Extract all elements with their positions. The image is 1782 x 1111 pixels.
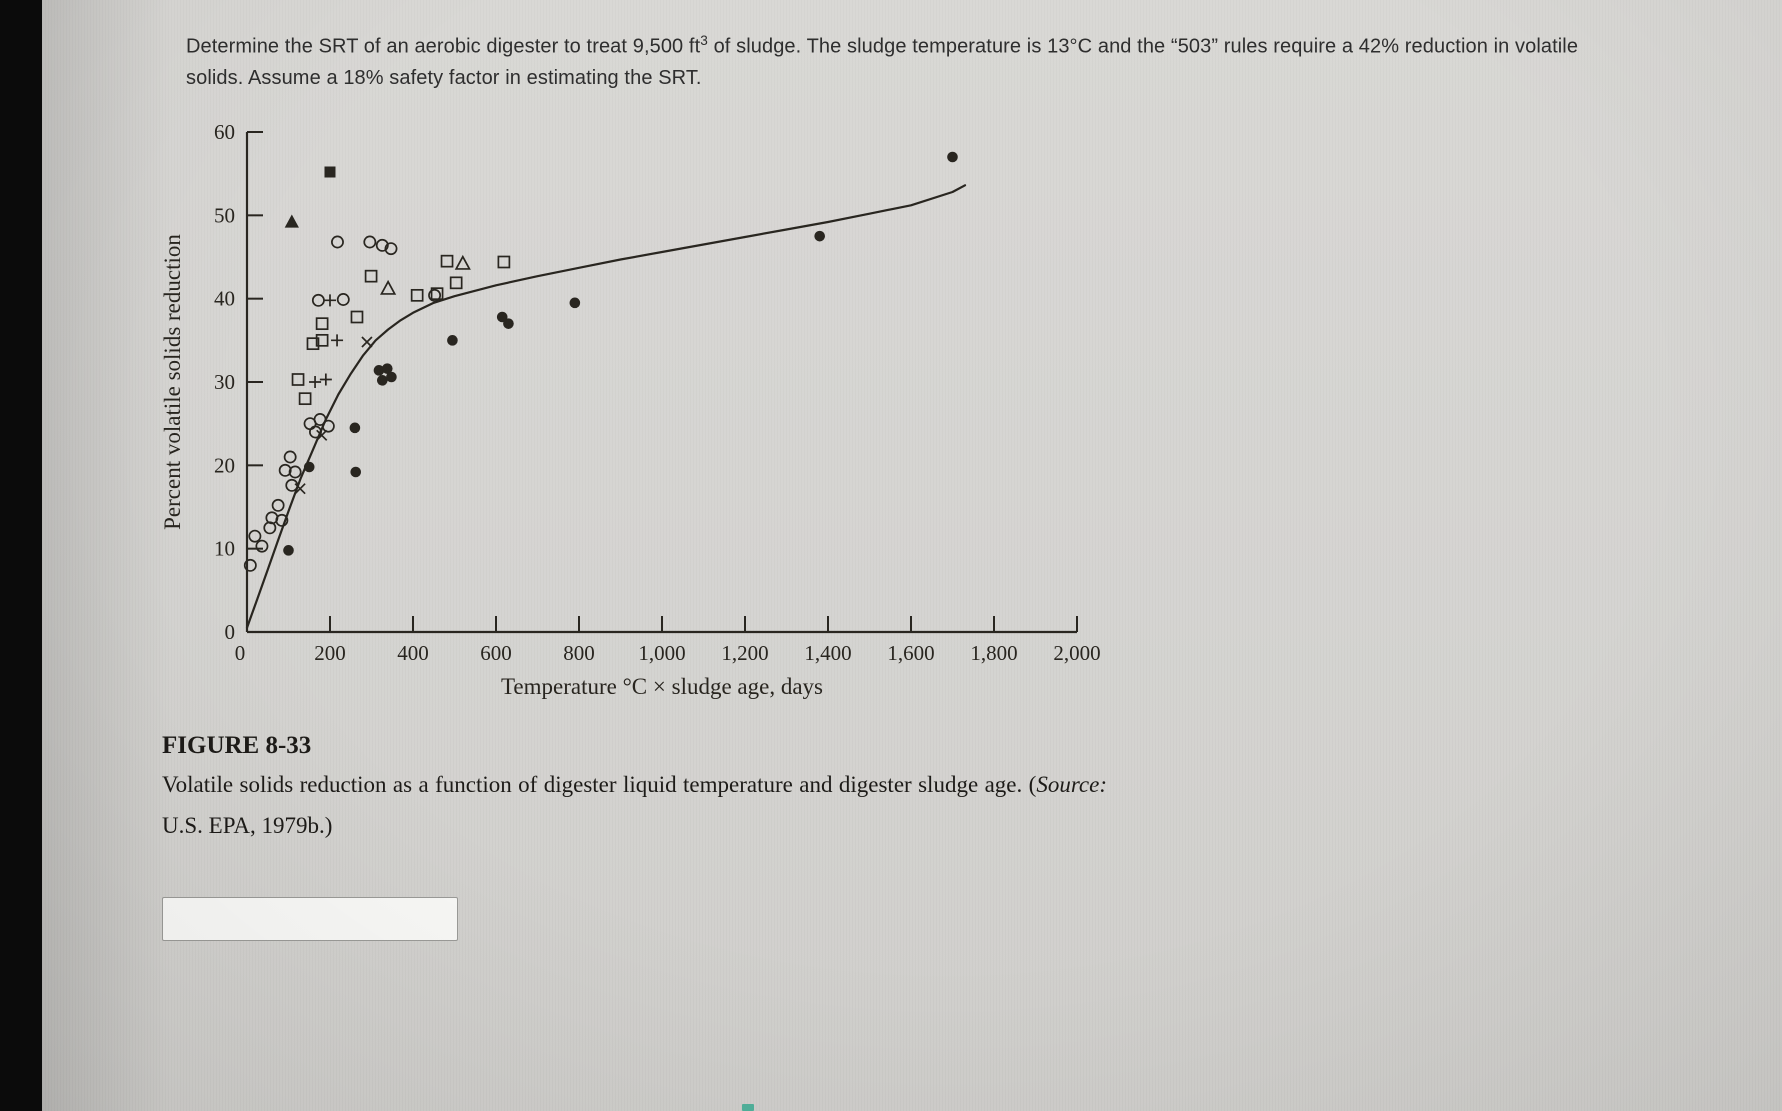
marker-square-open [306, 337, 320, 351]
marker-circle-filled [496, 311, 508, 323]
x-tick-label: 600 [480, 641, 512, 665]
marker-circle-open [288, 465, 302, 479]
marker-circle-open [283, 450, 297, 464]
marker-circle-open [248, 529, 262, 543]
marker-circle-filled [569, 297, 581, 309]
marker-circle-filled [814, 230, 825, 242]
y-tick-label: 0 [225, 620, 236, 644]
marker-circle-filled [947, 151, 958, 163]
x-tick-label: 2,000 [1053, 641, 1100, 665]
marker-circle-filled [386, 371, 397, 383]
marker-circle-open [363, 235, 377, 249]
marker-plus [331, 334, 344, 347]
answer-input[interactable] [162, 897, 458, 941]
marker-circle-open [375, 238, 389, 252]
marker-square-open [315, 317, 329, 331]
marker-square-open [298, 392, 312, 406]
marker-circle-open [321, 419, 335, 433]
x-tick-label: 1,400 [804, 641, 851, 665]
x-tick-label: 200 [314, 641, 346, 665]
problem-text-end: of sludge. The sludge temperature is 13°… [186, 35, 1579, 89]
problem-statement: Determine the SRT of an aerobic digester… [186, 30, 1626, 94]
y-axis-label: Percent volatile solids reduction [160, 234, 185, 530]
trend-curve [245, 184, 967, 629]
marker-square-open [350, 310, 364, 324]
marker-square-open [364, 269, 378, 283]
y-tick-label: 10 [214, 537, 235, 561]
marker-circle-open [278, 463, 292, 477]
x-axis-label: Temperature °C × sludge age, days [501, 674, 823, 699]
marker-plus [324, 294, 336, 307]
marker-circle-filled [373, 365, 385, 376]
x-tick-label: 1,000 [638, 641, 685, 665]
x-tick-label: 400 [397, 641, 429, 665]
marker-square-open [315, 333, 329, 347]
marker-circle-open [271, 498, 285, 512]
left-black-bar [0, 0, 42, 1111]
caption-text-end: U.S. EPA, 1979b.) [162, 813, 333, 839]
marker-circle-open [263, 521, 277, 535]
x-tick-label: 1,800 [970, 641, 1017, 665]
marker-square-open [291, 373, 305, 386]
photo-artifact [742, 1104, 754, 1111]
marker-circle-open [331, 235, 344, 249]
marker-plus [319, 373, 332, 386]
marker-circle-open [243, 558, 257, 572]
marker-circle-open [384, 242, 398, 256]
marker-triangle-open [380, 279, 397, 295]
marker-circle-open [313, 413, 327, 426]
marker-circle-open [428, 288, 442, 302]
marker-circle-open [275, 513, 289, 527]
marker-square-open [440, 254, 454, 268]
y-tick-label: 50 [214, 203, 235, 227]
textbook-page: Determine the SRT of an aerobic digester… [42, 0, 1782, 1111]
figure-caption: Volatile solids reduction as a function … [162, 764, 1107, 847]
caption-text-start: Volatile solids reduction as a function … [162, 772, 1037, 797]
marker-square-open [410, 288, 424, 302]
y-tick-label: 60 [214, 120, 235, 144]
y-tick-label: 30 [214, 370, 235, 394]
marker-circle-open [309, 425, 322, 439]
marker-square-open [449, 276, 463, 290]
marker-square-filled [324, 166, 336, 178]
y-tick-label: 40 [214, 287, 235, 311]
marker-square-open [430, 287, 444, 301]
x-tick-label: 800 [563, 641, 595, 665]
marker-circle-filled [349, 422, 361, 434]
marker-circle-filled [503, 318, 514, 329]
marker-circle-filled [447, 335, 458, 346]
marker-x [294, 483, 306, 495]
cubic-feet-superscript: 3 [700, 33, 708, 48]
marker-plus [309, 376, 322, 388]
marker-circle-open [311, 293, 325, 307]
source-label: Source: [1036, 772, 1107, 797]
marker-triangle-filled [284, 214, 299, 228]
marker-x [361, 336, 373, 348]
marker-circle-open [255, 539, 269, 553]
marker-circle-open [336, 293, 350, 306]
marker-x [316, 429, 328, 441]
marker-triangle-open [454, 254, 471, 270]
problem-text-start: Determine the SRT of an aerobic digester… [186, 35, 701, 58]
x-tick-label: 0 [235, 641, 246, 665]
figure-label: FIGURE 8-33 [162, 732, 312, 759]
x-tick-label: 1,200 [721, 641, 768, 665]
marker-circle-filled [376, 375, 388, 386]
marker-square-open [497, 255, 511, 269]
marker-circle-filled [381, 363, 393, 374]
marker-circle-filled [283, 545, 294, 556]
marker-circle-filled [350, 466, 362, 478]
x-tick-label: 1,600 [887, 641, 934, 665]
y-tick-label: 20 [214, 453, 235, 477]
marker-circle-filled [303, 461, 315, 473]
